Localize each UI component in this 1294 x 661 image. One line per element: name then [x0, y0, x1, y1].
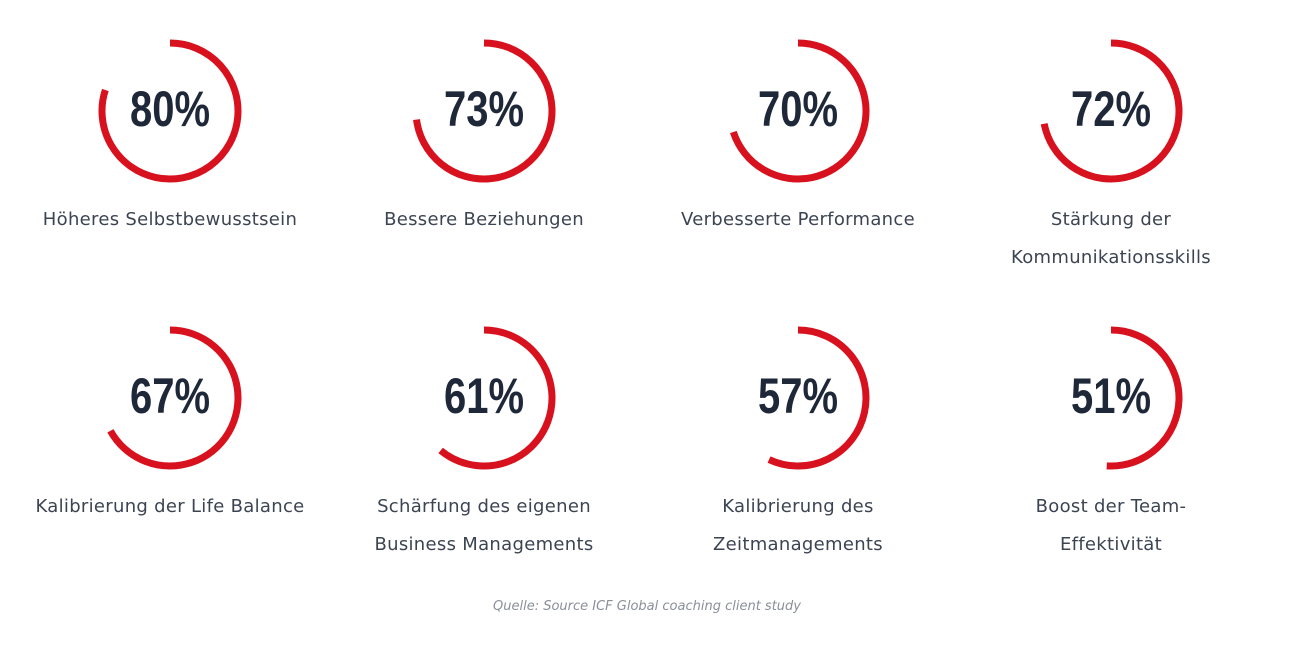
stat-item: 51% Boost der Team-Effektivität	[954, 323, 1268, 564]
stat-label: Verbesserte Performance	[681, 209, 915, 230]
radial-chart: 67%	[107, 326, 242, 470]
stat-label: Bessere Beziehungen	[384, 209, 584, 230]
stat-item: 67% Kalibrierung der Life Balance	[13, 323, 327, 526]
radial-chart: 61%	[438, 326, 556, 470]
value-label: 51%	[1071, 368, 1151, 424]
value-label: 72%	[1071, 81, 1151, 137]
stat-item: 73% Bessere Beziehungen	[327, 36, 641, 239]
progress-arc	[1106, 326, 1183, 470]
radial-chart: 51%	[1071, 326, 1183, 470]
radial-chart: 73%	[413, 39, 556, 183]
progress-arc	[438, 326, 556, 470]
stat-item: 80% Höheres Selbstbewusstsein	[13, 36, 327, 239]
progress-arc	[730, 39, 870, 183]
source-note: Quelle: Source ICF Global coaching clien…	[493, 599, 801, 614]
radial-chart: 72%	[1040, 39, 1183, 183]
radial-chart: 70%	[730, 39, 870, 183]
value-label: 61%	[444, 368, 524, 424]
value-label: 67%	[130, 368, 210, 424]
progress-arc	[1040, 39, 1183, 183]
radial-chart: 80%	[98, 39, 242, 183]
value-label: 73%	[444, 81, 524, 137]
stat-label: Stärkung der Kommunikationsskills	[1011, 209, 1211, 268]
progress-arc	[107, 326, 242, 470]
progress-arc	[98, 39, 242, 183]
stat-item: 61% Schärfung des eigenen Business Manage…	[327, 323, 641, 564]
stat-item: 72% Stärkung der Kommunikationsskills	[954, 36, 1268, 277]
stat-label: Schärfung des eigenen Business Managemen…	[374, 496, 594, 555]
value-label: 57%	[758, 368, 838, 424]
value-label: 70%	[758, 81, 838, 137]
stat-item: 57% Kalibrierung des Zeitmanagements	[641, 323, 955, 564]
progress-arc	[413, 39, 556, 183]
stat-label: Höheres Selbstbewusstsein	[42, 209, 298, 230]
radial-chart: 57%	[758, 326, 870, 470]
stat-item: 70% Verbesserte Performance	[641, 36, 955, 239]
stat-label: Kalibrierung des Zeitmanagements	[713, 496, 883, 555]
value-label: 80%	[130, 81, 210, 137]
stat-label: Boost der Team-Effektivität	[1035, 496, 1187, 555]
progress-arc	[767, 326, 870, 470]
stat-label: Kalibrierung der Life Balance	[35, 496, 305, 517]
